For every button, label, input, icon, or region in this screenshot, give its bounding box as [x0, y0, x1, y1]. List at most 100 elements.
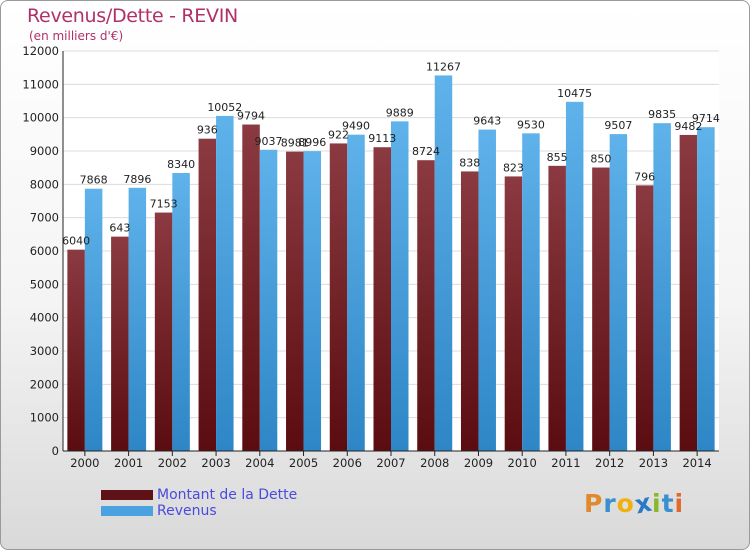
logo-letter: P: [584, 489, 604, 518]
bar-dette: [242, 124, 260, 452]
bar-revenus: [347, 134, 365, 451]
bar-revenus: [303, 151, 322, 451]
logo-letter: r: [603, 489, 617, 518]
data-label-revenus: 8340: [167, 158, 195, 171]
bar-dette: [504, 176, 523, 451]
x-tick-label: 2012: [595, 456, 624, 470]
bar-dette: [592, 167, 610, 452]
y-tick-label: 5000: [30, 277, 59, 291]
x-tick-label: 2014: [682, 456, 711, 470]
data-label-revenus: 7896: [123, 173, 151, 186]
y-tick-label: 2000: [30, 377, 59, 391]
legend-label-revenus: Revenus: [157, 503, 217, 519]
y-tick-label: 12000: [22, 44, 59, 58]
data-label-dette: 796: [634, 170, 655, 183]
x-tick-label: 2002: [158, 456, 187, 470]
logo-letter: o: [616, 489, 635, 518]
bar-revenus: [478, 129, 496, 452]
y-tick-label: 8000: [30, 177, 59, 191]
x-tick-label: 2013: [639, 456, 668, 470]
data-label-revenus: 11267: [426, 60, 461, 73]
data-label-dette: 6040: [62, 235, 90, 248]
bar-revenus: [653, 123, 671, 452]
data-label-revenus: 9490: [342, 120, 370, 133]
data-label-revenus: 9835: [648, 108, 676, 121]
data-label-revenus: 8996: [298, 136, 326, 149]
proxiti-logo: Proxiti: [584, 488, 685, 520]
data-label-revenus: 9714: [692, 112, 720, 125]
bar-dette: [154, 212, 173, 451]
legend-label-dette: Montant de la Dette: [157, 487, 298, 503]
data-label-dette: 9113: [368, 132, 396, 145]
logo-letter: i: [652, 489, 662, 518]
data-label-revenus: 7868: [80, 174, 108, 187]
x-tick-label: 2003: [201, 456, 230, 470]
y-tick-label: 11000: [22, 77, 59, 91]
bar-revenus: [434, 75, 453, 451]
x-tick-label: 2007: [376, 456, 405, 470]
bar-dette: [548, 165, 566, 452]
bar-revenus: [565, 101, 584, 451]
chart-title: Revenus/Dette - REVIN: [27, 5, 238, 27]
y-tick-label: 9000: [30, 144, 59, 158]
bar-revenus: [697, 127, 715, 451]
logo-letter: t: [661, 489, 675, 518]
data-label-dette: 855: [547, 151, 568, 164]
data-label-revenus: 10052: [207, 101, 242, 114]
x-tick-label: 2001: [114, 456, 143, 470]
bar-dette: [286, 151, 304, 451]
x-tick-label: 2000: [70, 456, 99, 470]
x-tick-label: 2011: [551, 456, 580, 470]
legend-swatch-dette: [101, 490, 153, 500]
y-tick-label: 4000: [30, 311, 59, 325]
data-label-dette: 850: [590, 153, 611, 166]
bar-revenus: [172, 173, 190, 451]
y-tick-label: 0: [52, 444, 59, 458]
bar-dette: [679, 134, 698, 451]
data-label-revenus: 9889: [386, 106, 414, 119]
bar-dette: [111, 236, 129, 451]
chart-subtitle: (en milliers d'€): [29, 29, 124, 43]
bar-revenus: [128, 187, 147, 452]
bar-dette: [635, 185, 654, 451]
data-label-dette: 936: [197, 124, 218, 137]
data-label-dette: 838: [459, 156, 480, 169]
bar-revenus: [391, 121, 409, 451]
x-tick-label: 2004: [245, 456, 274, 470]
legend-swatch-revenus: [101, 506, 153, 516]
bar-dette: [198, 138, 217, 451]
data-label-dette: 8981: [281, 137, 309, 150]
data-label-dette: 9482: [674, 120, 702, 133]
bar-dette: [329, 143, 348, 451]
data-label-revenus: 10475: [557, 87, 592, 100]
y-tick-label: 10000: [22, 111, 59, 125]
logo-letter: i: [674, 489, 685, 518]
data-label-revenus: 9643: [473, 115, 501, 128]
x-tick-label: 2010: [508, 456, 537, 470]
y-tick-label: 7000: [30, 211, 59, 225]
bar-dette: [67, 249, 85, 451]
data-label-dette: 643: [109, 222, 130, 235]
bar-dette: [417, 160, 435, 451]
data-label-revenus: 9507: [604, 119, 632, 132]
bar-dette: [373, 147, 391, 451]
data-label-revenus: 9530: [517, 118, 545, 131]
bar-revenus: [216, 115, 234, 451]
data-label-dette: 922: [328, 128, 349, 141]
bar-revenus: [522, 133, 540, 452]
x-tick-label: 2005: [289, 456, 318, 470]
y-tick-label: 1000: [30, 411, 59, 425]
x-tick-label: 2006: [333, 456, 362, 470]
data-label-dette: 823: [503, 161, 524, 174]
x-tick-label: 2009: [464, 456, 493, 470]
y-tick-label: 3000: [30, 344, 59, 358]
data-label-dette: 8724: [412, 145, 440, 158]
data-label-dette: 7153: [150, 198, 178, 211]
x-tick-label: 2008: [420, 456, 449, 470]
y-tick-label: 6000: [30, 244, 59, 258]
data-label-dette: 9794: [237, 110, 265, 123]
bar-revenus: [259, 149, 278, 451]
bar-revenus: [84, 188, 103, 451]
